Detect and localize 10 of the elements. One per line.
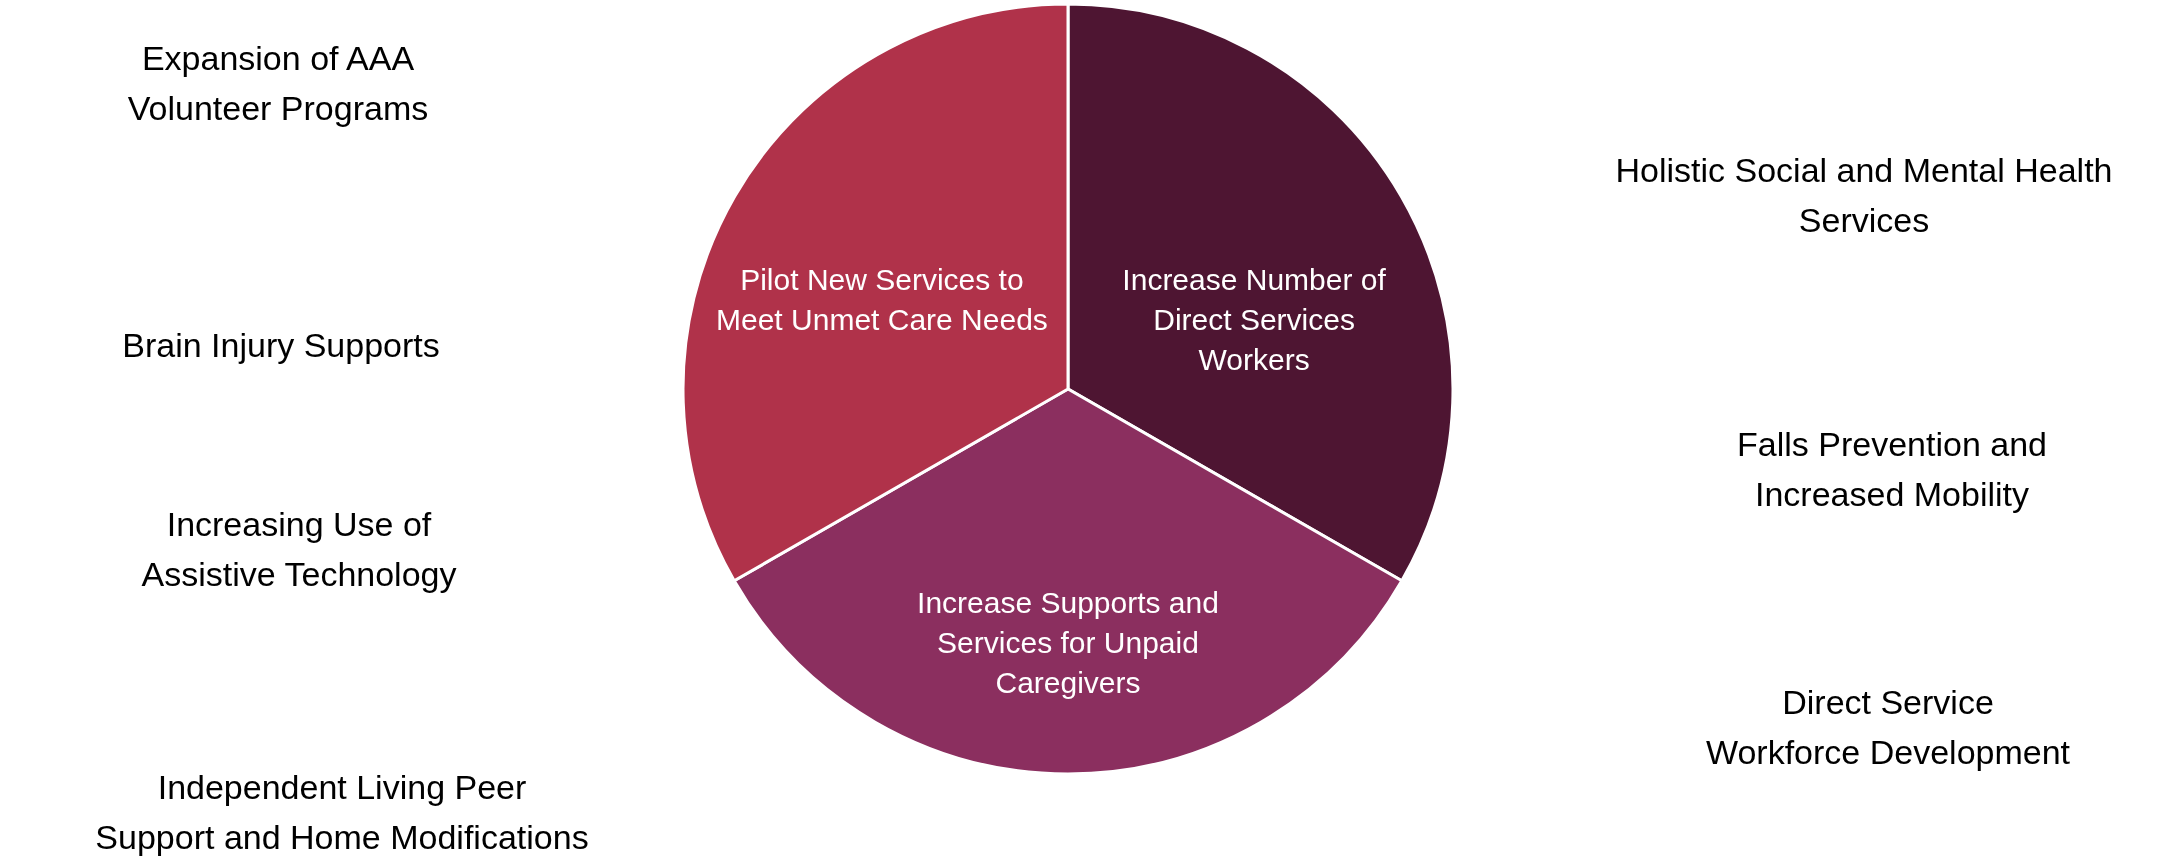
text: Independent Living Peer Support and Home Modifications	[95, 767, 589, 858]
text: Falls Prevention and Increased Mobility	[1737, 424, 2047, 515]
slice-label: Pilot New Services to Meet Unmet Care Needs	[716, 263, 1048, 337]
text: Expansion of AAA Volunteer Programs	[127, 38, 429, 129]
text: Direct Service Workforce Development	[1705, 682, 2071, 773]
slice-label: Increase Supports and Services for Unpaid Caregivers	[917, 586, 1219, 699]
text: Increasing Use of Assistive Technology	[141, 504, 457, 595]
slice-label: Increase Number of Direct Services Workers	[1122, 263, 1387, 377]
text: Holistic Social and Mental Health Services	[1615, 150, 2113, 241]
text: Brain Injury Supports	[122, 325, 440, 366]
